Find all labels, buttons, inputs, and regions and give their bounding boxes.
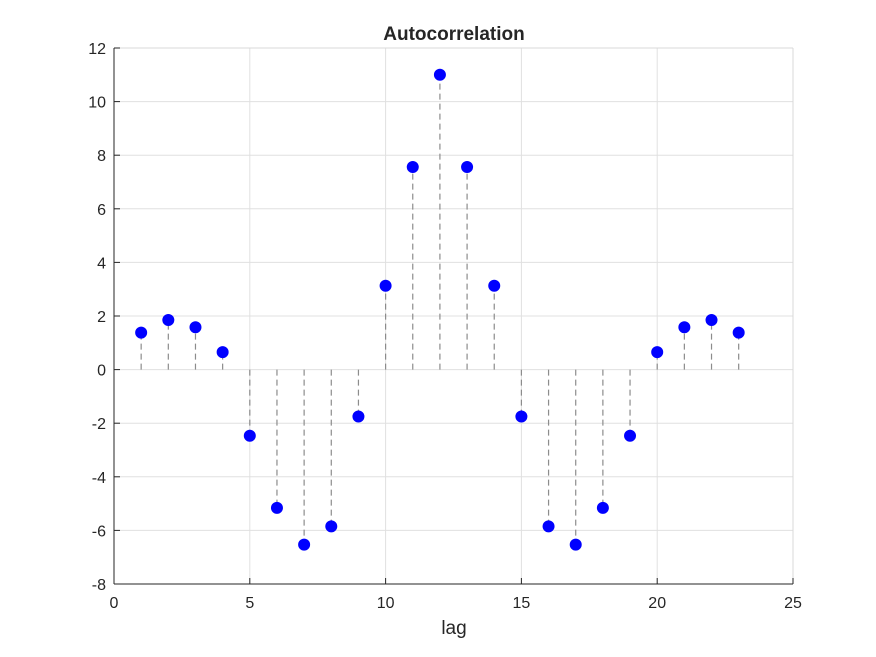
stem-marker: [732, 326, 745, 339]
y-tick-label: -6: [92, 523, 106, 540]
stem-marker: [135, 326, 148, 339]
stem-marker: [488, 279, 501, 292]
axes: [113, 47, 794, 585]
y-tick-label: 4: [97, 255, 106, 272]
y-tick-label: 12: [88, 41, 106, 58]
y-tick-label: -8: [92, 577, 106, 594]
stem-marker: [216, 346, 229, 359]
chart-title: Autocorrelation: [383, 24, 524, 45]
stem-marker: [596, 501, 609, 514]
y-tick-label: 0: [97, 363, 106, 380]
y-tick-label: -2: [92, 416, 106, 433]
stem-marker: [325, 520, 338, 533]
stem-marker: [406, 160, 419, 173]
stem-marker: [705, 314, 718, 327]
stem-marker: [243, 429, 256, 442]
stem-marker: [515, 410, 528, 423]
x-tick-label: 15: [513, 595, 531, 612]
stem-marker: [461, 160, 474, 173]
x-tick-label: 20: [648, 595, 666, 612]
stem-marker: [162, 314, 175, 327]
stem-marker: [651, 346, 664, 359]
stem-marker: [189, 321, 202, 334]
stem-marker: [352, 410, 365, 423]
stem-markers: [135, 68, 745, 551]
tick-labels: 0 5 10 15 20 25 -8 -6 -4 -2 0 2 4 6 8 10 12: [88, 41, 802, 612]
stem-marker: [678, 321, 691, 334]
x-axis-label: lag: [441, 618, 466, 639]
y-tick-label: 8: [97, 148, 106, 165]
stem-marker: [542, 520, 555, 533]
x-tick-label: 5: [245, 595, 254, 612]
stem-marker: [298, 538, 311, 551]
stem-lines: [140, 74, 740, 545]
stem-marker: [624, 429, 637, 442]
y-tick-label: 6: [97, 202, 106, 219]
y-tick-label: 10: [88, 95, 106, 112]
x-tick-label: 25: [784, 595, 802, 612]
stem-marker: [379, 279, 392, 292]
y-tick-label: 2: [97, 309, 106, 326]
y-tick-label: -4: [92, 470, 106, 487]
x-tick-label: 0: [110, 595, 119, 612]
stem-marker: [270, 501, 283, 514]
stem-marker: [433, 68, 446, 81]
x-tick-label: 10: [377, 595, 395, 612]
stem-marker: [569, 538, 582, 551]
